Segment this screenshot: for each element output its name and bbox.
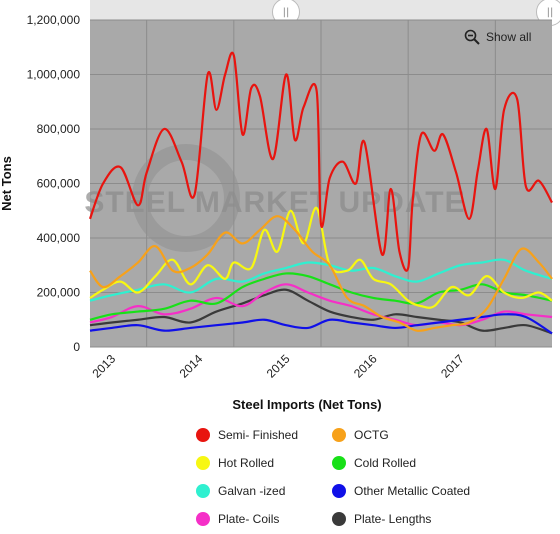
x-tick-label: 2016	[351, 352, 380, 381]
legend-item-cold-rolled[interactable]: Cold Rolled	[332, 456, 416, 470]
x-tick-label: 2014	[177, 352, 206, 381]
legend-marker	[196, 484, 210, 498]
legend-item-other-metallic-coated[interactable]: Other Metallic Coated	[332, 484, 470, 498]
legend-label: Hot Rolled	[218, 456, 275, 470]
legend-label: Other Metallic Coated	[354, 484, 471, 498]
x-tick-label: 2015	[264, 352, 293, 381]
legend-label: Plate- Lengths	[354, 512, 432, 526]
legend-label: OCTG	[354, 428, 389, 442]
watermark-logo	[132, 144, 240, 252]
legend-marker	[196, 456, 210, 470]
legend-label: Cold Rolled	[354, 456, 417, 470]
legend-label: Plate- Coils	[218, 512, 280, 526]
series-line-plate-coils	[89, 283, 553, 327]
legend-item-octg[interactable]: OCTG	[332, 428, 389, 442]
y-tick-label: 1,200,000	[27, 13, 81, 27]
series-line-hot-rolled	[89, 206, 553, 309]
y-tick-label: 200,000	[37, 286, 81, 300]
legend-item-plate-coils[interactable]: Plate- Coils	[196, 512, 279, 526]
legend-label: Galvan -ized	[218, 484, 286, 498]
legend-label: Semi- Finished	[218, 428, 299, 442]
series-line-semi-finished	[88, 51, 553, 272]
x-tick-label: 2013	[89, 352, 118, 381]
y-tick-label: 400,000	[37, 231, 81, 245]
series-line-octg	[89, 215, 553, 332]
legend-item-galvan-ized[interactable]: Galvan -ized	[196, 484, 285, 498]
legend-marker	[196, 512, 210, 526]
legend-marker	[332, 512, 346, 526]
y-tick-label: 600,000	[37, 177, 81, 191]
series-line-plate-lengths	[89, 288, 553, 335]
x-axis-title: Steel Imports (Net Tons)	[232, 397, 381, 412]
legend-marker	[332, 484, 346, 498]
legend-marker	[196, 428, 210, 442]
y-tick-label: 1,000,000	[27, 68, 81, 82]
y-tick-label: 0	[73, 340, 80, 354]
legend-item-plate-lengths[interactable]: Plate- Lengths	[332, 512, 431, 526]
legend-marker	[332, 456, 346, 470]
legend-item-hot-rolled[interactable]: Hot Rolled	[196, 456, 274, 470]
y-axis-title: Net Tons	[0, 156, 14, 211]
x-tick-label: 2017	[438, 352, 467, 381]
y-tick-label: 800,000	[37, 122, 81, 136]
show-all-button[interactable]: Show all	[464, 29, 531, 45]
zoom-out-icon	[464, 29, 480, 45]
legend-item-semi-finished[interactable]: Semi- Finished	[196, 428, 298, 442]
series-line-cold-rolled	[89, 272, 553, 321]
show-all-label: Show all	[486, 30, 532, 44]
legend-marker	[332, 428, 346, 442]
